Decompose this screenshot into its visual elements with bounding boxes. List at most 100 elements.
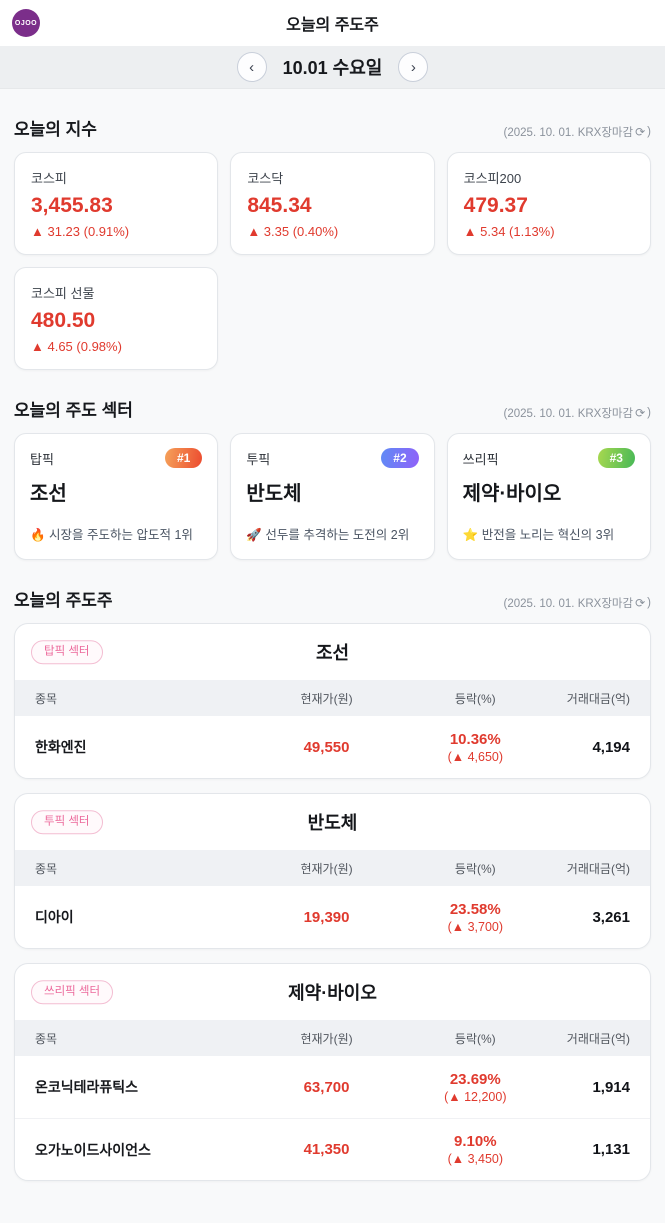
index-change: ▲ 31.23 (0.91%) xyxy=(31,224,130,239)
main-content: 오늘의 지수 (2025. 10. 01. KRX장마감 ⟳ ) 코스피 3,4… xyxy=(0,115,665,1223)
stock-name: 디아이 xyxy=(35,909,74,925)
stock-table-three-pick: 쓰리픽 섹터 제약·바이오 종목 현재가(원) 등락(%) 거래대금(억) 온코… xyxy=(14,963,651,1181)
change-percent: 9.10% xyxy=(454,1133,497,1150)
market-close-text: (2025. 10. 01. KRX장마감 xyxy=(503,127,634,139)
market-close-meta: (2025. 10. 01. KRX장마감 ⟳ ) xyxy=(504,595,651,611)
stock-change: 23.58% (▲ 3,700) xyxy=(410,901,541,934)
change-amount: (▲ 3,700) xyxy=(447,919,504,934)
table-header: 종목 현재가(원) 등락(%) 거래대금(억) xyxy=(15,680,650,716)
stock-change: 9.10% (▲ 3,450) xyxy=(410,1133,541,1166)
section-indices: 오늘의 지수 (2025. 10. 01. KRX장마감 ⟳ ) 코스피 3,4… xyxy=(14,115,651,370)
sector-description: 🔥 시장을 주도하는 압도적 1위 xyxy=(30,528,193,542)
column-header-change: 등락(%) xyxy=(454,691,496,706)
sector-name: 반도체 xyxy=(246,483,302,505)
sector-pick-badge: 투픽 섹터 xyxy=(31,810,103,834)
sector-description: ⭐ 반전을 노리는 혁신의 3위 xyxy=(462,528,615,542)
next-day-button[interactable]: › xyxy=(398,52,429,82)
rank-badge-1: #1 xyxy=(164,448,203,468)
prev-day-button[interactable]: ‹ xyxy=(236,52,267,82)
column-header-volume: 거래대금(억) xyxy=(566,1031,630,1046)
stock-name: 한화엔진 xyxy=(35,739,87,755)
column-header-change: 등락(%) xyxy=(454,861,496,876)
market-close-text: (2025. 10. 01. KRX장마감 xyxy=(503,598,634,610)
section-leading-sectors: 오늘의 주도 섹터 (2025. 10. 01. KRX장마감 ⟳ ) 탑픽 #… xyxy=(14,396,651,560)
rank-badge-3: #3 xyxy=(597,448,635,468)
column-header-name: 종목 xyxy=(35,691,58,706)
sector-card-rank2[interactable]: 투픽 #2 반도체 🚀 선두를 추격하는 도전의 2위 xyxy=(230,433,435,560)
refresh-icon[interactable]: ⟳ xyxy=(635,125,646,139)
market-close-paren: ) xyxy=(647,597,651,609)
market-close-meta: (2025. 10. 01. KRX장마감 ⟳ ) xyxy=(504,405,651,421)
sector-name: 제약·바이오 xyxy=(462,483,562,505)
index-label: 코스피200 xyxy=(463,171,522,186)
index-card-kosdaq: 코스닥 845.34 ▲ 3.35 (0.40%) xyxy=(230,152,435,255)
chevron-left-icon: ‹ xyxy=(249,58,255,76)
stock-name: 온코닉테라퓨틱스 xyxy=(35,1079,139,1095)
change-amount: (▲ 3,450) xyxy=(447,1152,504,1166)
index-label: 코스피 선물 xyxy=(31,286,95,301)
table-row[interactable]: 오가노이드사이언스 41,350 9.10% (▲ 3,450) 1,131 xyxy=(15,1118,650,1180)
market-close-text: (2025. 10. 01. KRX장마감 xyxy=(503,408,634,420)
index-label: 코스피 xyxy=(31,171,67,186)
sector-card-rank3[interactable]: 쓰리픽 #3 제약·바이오 ⭐ 반전을 노리는 혁신의 3위 xyxy=(446,433,651,560)
index-change: ▲ 4.65 (0.98%) xyxy=(31,339,122,354)
stock-volume: 1,914 xyxy=(592,1078,630,1096)
column-header-volume: 거래대금(억) xyxy=(566,861,630,876)
table-sector-name: 반도체 xyxy=(307,813,358,833)
column-header-name: 종목 xyxy=(35,1031,58,1046)
ojoo-logo[interactable]: OJOO xyxy=(12,9,40,37)
index-change: ▲ 3.35 (0.40%) xyxy=(247,224,339,239)
table-row[interactable]: 디아이 19,390 23.58% (▲ 3,700) 3,261 xyxy=(15,886,650,948)
section-title-sectors: 오늘의 주도 섹터 xyxy=(14,401,133,420)
index-label: 코스닥 xyxy=(247,171,284,186)
date-navigation: ‹ 10.01 수요일 › xyxy=(0,46,665,89)
pick-label: 투픽 xyxy=(246,451,271,467)
chevron-right-icon: › xyxy=(410,58,416,76)
market-close-meta: (2025. 10. 01. KRX장마감 ⟳ ) xyxy=(504,124,651,140)
stock-volume: 3,261 xyxy=(592,908,630,926)
section-title-leaders: 오늘의 주도주 xyxy=(14,591,113,610)
table-row[interactable]: 온코닉테라퓨틱스 63,700 23.69% (▲ 12,200) 1,914 xyxy=(15,1056,650,1118)
stock-table-two-pick: 투픽 섹터 반도체 종목 현재가(원) 등락(%) 거래대금(억) 디아이 19… xyxy=(14,793,651,949)
stock-volume: 4,194 xyxy=(592,738,630,756)
table-row[interactable]: 한화엔진 49,550 10.36% (▲ 4,650) 4,194 xyxy=(15,716,650,778)
table-header: 종목 현재가(원) 등락(%) 거래대금(억) xyxy=(15,850,650,886)
stock-price: 19,390 xyxy=(303,908,350,926)
index-card-kospi200: 코스피200 479.37 ▲ 5.34 (1.13%) xyxy=(446,152,651,255)
sector-pick-badge: 쓰리픽 섹터 xyxy=(31,980,114,1004)
index-value: 479.37 xyxy=(463,194,528,217)
market-close-paren: ) xyxy=(647,407,651,419)
sector-pick-badge: 탑픽 섹터 xyxy=(31,640,103,664)
index-value: 480.50 xyxy=(31,309,96,332)
refresh-icon[interactable]: ⟳ xyxy=(635,596,646,610)
table-sector-name: 조선 xyxy=(315,643,350,663)
sector-card-rank1[interactable]: 탑픽 #1 조선 🔥 시장을 주도하는 압도적 1위 xyxy=(14,433,219,560)
sector-description: 🚀 선두를 추격하는 도전의 2위 xyxy=(246,528,410,542)
section-title-indices: 오늘의 지수 xyxy=(14,120,97,139)
stock-price: 41,350 xyxy=(303,1141,350,1158)
column-header-change: 등락(%) xyxy=(454,1031,496,1046)
market-close-paren: ) xyxy=(647,126,651,138)
stock-table-top-pick: 탑픽 섹터 조선 종목 현재가(원) 등락(%) 거래대금(억) 한화엔진 49… xyxy=(14,623,651,779)
index-card-kospi: 코스피 3,455.83 ▲ 31.23 (0.91%) xyxy=(14,152,219,255)
pick-label: 탑픽 xyxy=(30,451,54,467)
column-header-volume: 거래대금(억) xyxy=(566,691,630,706)
stock-price: 63,700 xyxy=(303,1078,350,1096)
index-change: ▲ 5.34 (1.13%) xyxy=(463,224,555,239)
change-percent: 23.69% xyxy=(449,1070,501,1088)
stock-change: 10.36% (▲ 4,650) xyxy=(410,731,541,764)
index-card-kospi-futures: 코스피 선물 480.50 ▲ 4.65 (0.98%) xyxy=(14,267,219,370)
change-amount: (▲ 4,650) xyxy=(447,749,504,764)
rank-badge-2: #2 xyxy=(381,448,419,468)
column-header-price: 현재가(원) xyxy=(300,1031,353,1046)
index-value: 845.34 xyxy=(247,194,312,217)
pick-label: 쓰리픽 xyxy=(462,451,499,467)
change-percent: 10.36% xyxy=(449,730,501,748)
table-header: 종목 현재가(원) 등락(%) 거래대금(억) xyxy=(15,1020,650,1056)
index-value: 3,455.83 xyxy=(31,194,113,217)
current-date-label: 10.01 수요일 xyxy=(282,58,383,78)
column-header-name: 종목 xyxy=(35,861,58,876)
page-title: 오늘의 주도주 xyxy=(286,17,379,34)
refresh-icon[interactable]: ⟳ xyxy=(635,406,646,420)
app-header: OJOO 오늘의 주도주 xyxy=(0,0,665,46)
